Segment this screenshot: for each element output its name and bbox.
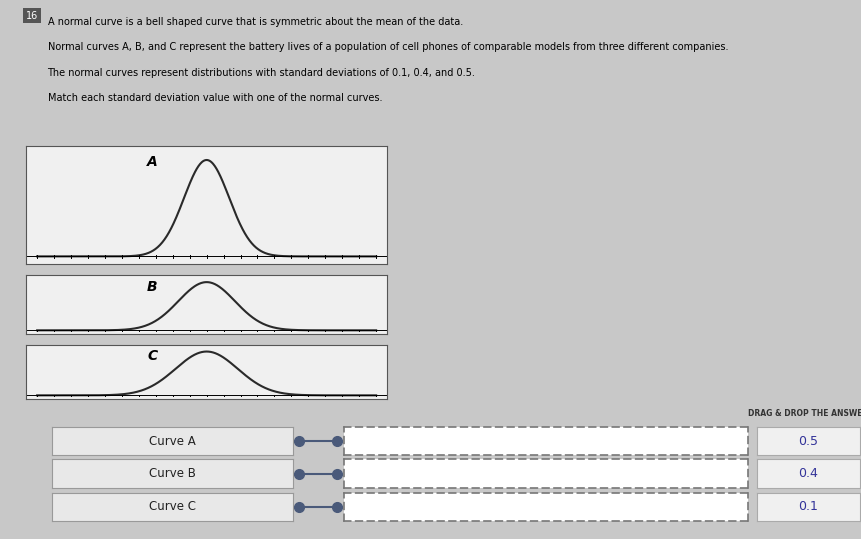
Text: 0.4: 0.4 — [798, 467, 819, 480]
Text: Match each standard deviation value with one of the normal curves.: Match each standard deviation value with… — [47, 93, 382, 103]
Text: DRAG & DROP THE ANSWER: DRAG & DROP THE ANSWER — [748, 409, 861, 418]
Text: A normal curve is a bell shaped curve that is symmetric about the mean of the da: A normal curve is a bell shaped curve th… — [47, 17, 462, 27]
Text: A: A — [147, 155, 158, 169]
Text: Curve B: Curve B — [149, 467, 195, 480]
Text: 16: 16 — [26, 11, 38, 21]
Text: B: B — [147, 280, 158, 294]
Text: C: C — [147, 349, 158, 363]
Text: The normal curves represent distributions with standard deviations of 0.1, 0.4, : The normal curves represent distribution… — [47, 68, 475, 78]
Text: Curve A: Curve A — [149, 434, 195, 448]
Text: Normal curves A, B, and C represent the battery lives of a population of cell ph: Normal curves A, B, and C represent the … — [47, 43, 728, 52]
Text: 0.5: 0.5 — [798, 434, 819, 448]
Text: 0.1: 0.1 — [798, 500, 819, 514]
Text: Curve C: Curve C — [149, 500, 195, 514]
